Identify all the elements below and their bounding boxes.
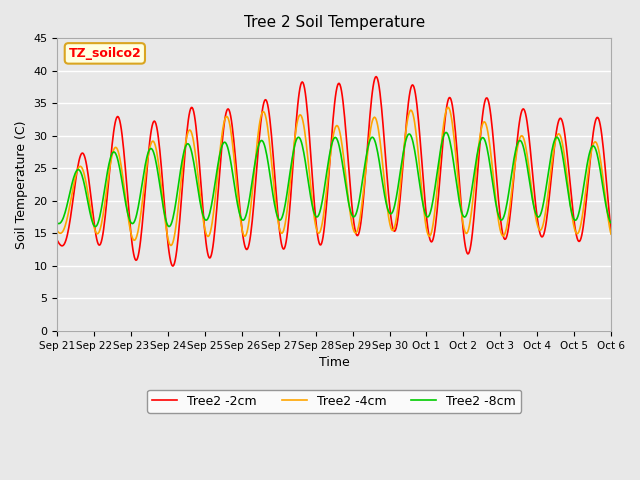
Line: Tree2 -4cm: Tree2 -4cm bbox=[58, 108, 611, 245]
Text: TZ_soilco2: TZ_soilco2 bbox=[68, 47, 141, 60]
Tree2 -8cm bbox=[177, 162, 185, 168]
Tree2 -4cm bbox=[54, 228, 61, 234]
Tree2 -4cm bbox=[207, 228, 214, 234]
Tree2 -2cm bbox=[403, 113, 411, 119]
Tree2 -8cm bbox=[403, 136, 410, 142]
Tree2 -4cm bbox=[167, 242, 175, 248]
Tree2 -4cm bbox=[444, 105, 452, 110]
Line: Tree2 -8cm: Tree2 -8cm bbox=[58, 132, 611, 227]
Tree2 -2cm bbox=[63, 232, 71, 238]
Tree2 -8cm bbox=[63, 201, 71, 206]
Title: Tree 2 Soil Temperature: Tree 2 Soil Temperature bbox=[244, 15, 425, 30]
Tree2 -4cm bbox=[63, 215, 71, 220]
Tree2 -2cm bbox=[169, 263, 177, 269]
Tree2 -4cm bbox=[403, 126, 410, 132]
Tree2 -8cm bbox=[54, 220, 61, 226]
Tree2 -4cm bbox=[177, 175, 185, 180]
Line: Tree2 -2cm: Tree2 -2cm bbox=[58, 77, 611, 266]
Tree2 -8cm bbox=[607, 220, 615, 226]
Tree2 -2cm bbox=[607, 228, 615, 234]
Tree2 -2cm bbox=[372, 74, 380, 80]
Tree2 -4cm bbox=[607, 231, 615, 237]
Tree2 -8cm bbox=[92, 224, 99, 229]
Tree2 -8cm bbox=[207, 206, 214, 212]
Tree2 -4cm bbox=[419, 193, 426, 199]
Y-axis label: Soil Temperature (C): Soil Temperature (C) bbox=[15, 120, 28, 249]
Tree2 -8cm bbox=[442, 130, 450, 135]
Tree2 -2cm bbox=[177, 197, 185, 203]
Tree2 -8cm bbox=[419, 198, 426, 204]
Tree2 -2cm bbox=[54, 238, 61, 243]
Tree2 -8cm bbox=[122, 197, 129, 203]
Legend: Tree2 -2cm, Tree2 -4cm, Tree2 -8cm: Tree2 -2cm, Tree2 -4cm, Tree2 -8cm bbox=[147, 390, 521, 413]
Tree2 -2cm bbox=[207, 254, 214, 260]
Tree2 -2cm bbox=[419, 176, 427, 181]
X-axis label: Time: Time bbox=[319, 356, 349, 369]
Tree2 -2cm bbox=[120, 155, 128, 160]
Tree2 -4cm bbox=[120, 186, 128, 192]
